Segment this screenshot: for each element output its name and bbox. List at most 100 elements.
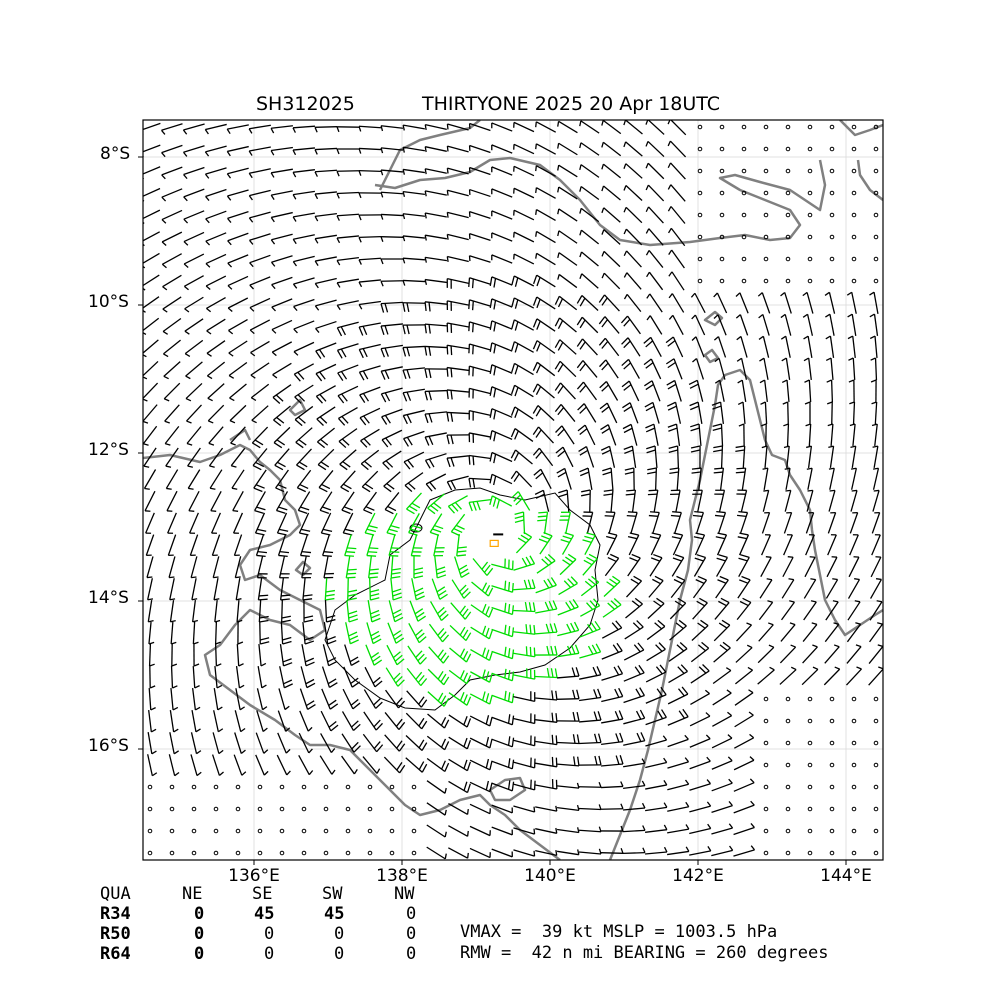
wind-barb [205, 253, 227, 265]
wind-barb [667, 738, 689, 748]
barb-flag [511, 627, 515, 637]
wind-barb [161, 144, 183, 154]
barb-flag [328, 721, 337, 728]
wind-barb [491, 320, 513, 330]
wind-barb [513, 717, 535, 725]
wind-barb [448, 714, 468, 728]
barb-flag [877, 644, 883, 648]
barb-flag [451, 531, 461, 537]
barb-flag [607, 556, 617, 563]
barb-flag [402, 369, 407, 380]
barb-flag [554, 668, 558, 678]
calm-marker [873, 234, 879, 240]
wind-barb [249, 124, 271, 130]
barb-flag [757, 292, 763, 297]
barb-flag [825, 357, 832, 362]
wind-barb [786, 423, 790, 447]
wind-barb [711, 849, 733, 857]
barb-flag [425, 483, 433, 492]
barb-flag [667, 423, 677, 428]
wind-barb [712, 692, 732, 706]
barb-flag [457, 546, 467, 549]
wind-barb [256, 556, 264, 578]
barb-flag [349, 635, 359, 641]
wind-barb [166, 490, 178, 512]
barb-flag [344, 554, 354, 557]
barb-flag [398, 721, 406, 730]
wind-barb [736, 624, 752, 642]
barb-flag [347, 589, 358, 593]
barb-flag [665, 336, 674, 344]
barb-flag [648, 489, 658, 492]
barb-flag [358, 349, 364, 359]
barb-flag [647, 471, 657, 475]
wind-barb [381, 366, 403, 372]
barb-flag [576, 338, 584, 347]
calm-marker [323, 850, 329, 856]
barb-flag [249, 239, 254, 245]
barb-flag [735, 292, 741, 298]
barb-flag [642, 847, 646, 853]
barb-flag [440, 738, 447, 748]
wind-barb [537, 405, 555, 421]
wind-barb [315, 234, 337, 240]
barb-flag [488, 629, 494, 639]
wind-barb [425, 212, 447, 218]
wind-barb [336, 213, 360, 217]
barb-flag [693, 536, 704, 540]
barb-flag [514, 365, 519, 375]
barb-flag [308, 748, 313, 754]
barb-flag [446, 123, 449, 130]
barb-flag [644, 401, 654, 408]
wind-barb [735, 669, 753, 685]
barb-flag [492, 497, 497, 507]
barb-flag [402, 415, 408, 425]
wind-barb [622, 807, 646, 811]
wind-barb [345, 622, 351, 644]
barb-flag [812, 666, 819, 670]
wind-barb [424, 389, 448, 393]
wind-barb [185, 361, 203, 377]
wind-barb [536, 318, 556, 332]
wind-barb [234, 556, 242, 578]
barb-flag [406, 302, 410, 313]
barb-flag [803, 335, 809, 340]
calm-marker [807, 806, 813, 812]
barb-flag [507, 714, 511, 724]
barb-flag [195, 728, 201, 733]
barb-flag [579, 251, 583, 258]
wind-barb [604, 337, 620, 357]
wind-barb [695, 358, 705, 380]
barb-flag [380, 393, 387, 403]
wind-barb [161, 209, 183, 221]
wind-barb [716, 292, 728, 314]
barb-flag [237, 641, 244, 645]
barb-flag [270, 217, 275, 223]
wind-barb [384, 492, 400, 510]
barb-flag [293, 328, 298, 334]
barb-flag [263, 749, 269, 754]
wind-barb [626, 272, 642, 290]
wind-barb [189, 534, 199, 556]
barb-flag [802, 313, 808, 318]
barb-flag [241, 771, 247, 776]
wind-barb [277, 534, 287, 556]
barb-flag [557, 428, 565, 437]
wind-barb [433, 534, 439, 556]
wind-barb [536, 361, 556, 377]
wind-barb [645, 716, 667, 726]
barb-flag [533, 828, 536, 835]
wind-barb [491, 364, 513, 374]
barb-flag [442, 655, 450, 664]
barb-flag [322, 528, 333, 532]
barb-flag [574, 644, 580, 654]
wind-barb [251, 426, 269, 444]
wind-barb [829, 336, 835, 358]
wind-barb [805, 534, 815, 556]
barb-flag [873, 489, 880, 492]
barb-flag [833, 622, 839, 625]
barb-flag [694, 557, 704, 562]
barb-flag [393, 672, 401, 681]
wind-barb [169, 578, 175, 600]
wind-barb [358, 257, 382, 261]
